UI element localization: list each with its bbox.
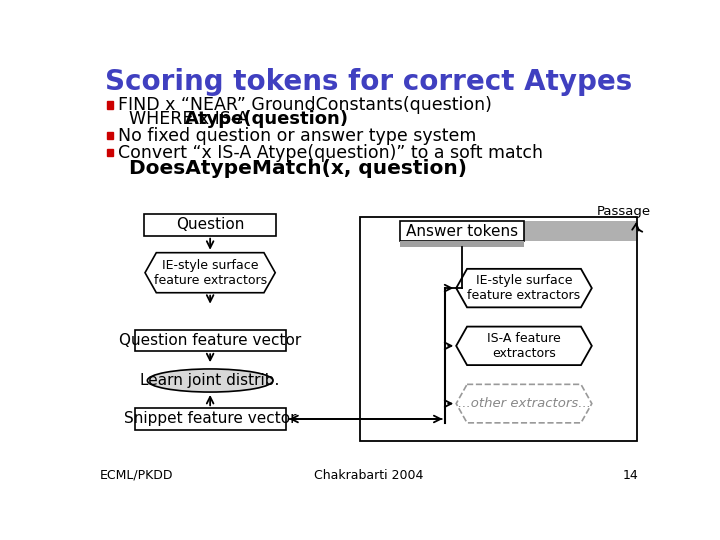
Bar xyxy=(524,221,636,241)
Text: 14: 14 xyxy=(623,469,639,482)
Polygon shape xyxy=(456,384,592,423)
Text: FIND x “NEAR” GroundConstants(question): FIND x “NEAR” GroundConstants(question) xyxy=(118,96,492,114)
Bar xyxy=(144,214,276,236)
Text: Convert “x IS-A Atype(question)” to a soft match: Convert “x IS-A Atype(question)” to a so… xyxy=(118,144,543,161)
Bar xyxy=(400,241,524,247)
Text: ECML/PKDD: ECML/PKDD xyxy=(99,469,173,482)
Text: WHERE x IS-A: WHERE x IS-A xyxy=(129,110,254,127)
Bar xyxy=(107,132,113,139)
Text: Scoring tokens for correct Atypes: Scoring tokens for correct Atypes xyxy=(105,68,633,96)
Text: DoesAtypeMatch(x, question): DoesAtypeMatch(x, question) xyxy=(129,159,467,178)
Bar xyxy=(400,221,524,241)
Text: Atype(question): Atype(question) xyxy=(185,110,349,127)
Text: IE-style surface
feature extractors: IE-style surface feature extractors xyxy=(153,259,266,287)
Bar xyxy=(107,101,113,109)
Text: Question feature vector: Question feature vector xyxy=(119,333,301,348)
Text: ...other extractors...: ...other extractors... xyxy=(457,397,590,410)
Text: Question: Question xyxy=(176,218,244,232)
Text: Learn joint distrib.: Learn joint distrib. xyxy=(140,373,280,388)
Text: IS-A feature
extractors: IS-A feature extractors xyxy=(487,332,561,360)
Bar xyxy=(135,408,286,430)
Text: Passage: Passage xyxy=(597,205,651,218)
Polygon shape xyxy=(145,253,275,293)
Polygon shape xyxy=(456,269,592,307)
Bar xyxy=(360,217,637,441)
Text: Answer tokens: Answer tokens xyxy=(406,224,518,239)
Bar xyxy=(135,330,286,351)
Ellipse shape xyxy=(148,369,273,392)
Text: No fixed question or answer type system: No fixed question or answer type system xyxy=(118,127,476,145)
Text: Chakrabarti 2004: Chakrabarti 2004 xyxy=(315,469,423,482)
Text: IE-style surface
feature extractors: IE-style surface feature extractors xyxy=(467,274,580,302)
Polygon shape xyxy=(456,327,592,365)
Bar xyxy=(107,148,113,157)
Text: Snippet feature vector: Snippet feature vector xyxy=(124,411,297,427)
